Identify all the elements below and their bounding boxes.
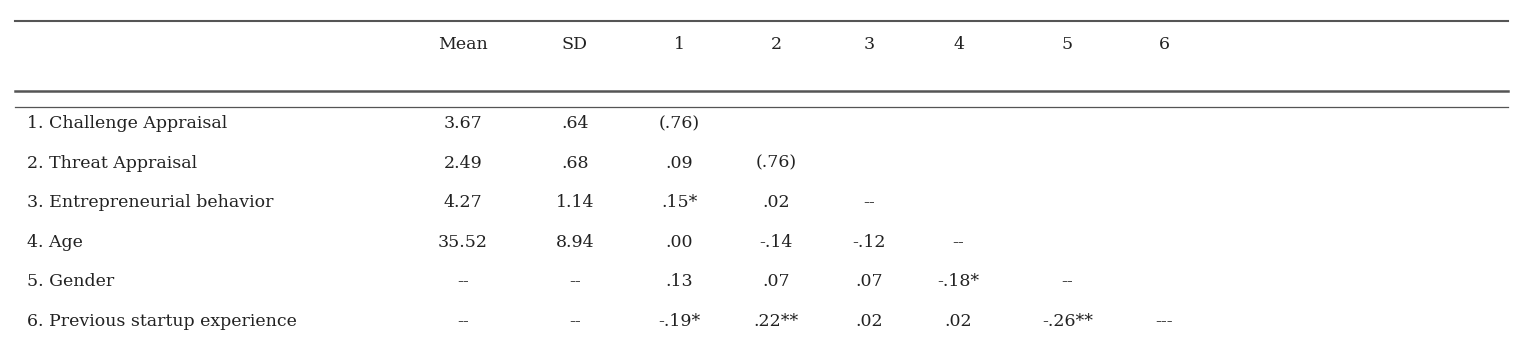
Text: 3: 3 (864, 36, 874, 53)
Text: 5: 5 (1062, 36, 1074, 53)
Text: Mean: Mean (439, 36, 487, 53)
Text: .02: .02 (944, 313, 972, 330)
Text: (.76): (.76) (659, 115, 701, 132)
Text: --: -- (457, 273, 469, 290)
Text: .64: .64 (560, 115, 589, 132)
Text: 2: 2 (771, 36, 781, 53)
Text: --: -- (457, 313, 469, 330)
Text: --: -- (953, 234, 964, 251)
Text: 2. Threat Appraisal: 2. Threat Appraisal (27, 155, 198, 172)
Text: .15*: .15* (661, 194, 698, 211)
Text: SD: SD (562, 36, 588, 53)
Text: 3. Entrepreneurial behavior: 3. Entrepreneurial behavior (27, 194, 274, 211)
Text: -.12: -.12 (853, 234, 886, 251)
Text: 4.27: 4.27 (443, 194, 483, 211)
Text: 3.67: 3.67 (443, 115, 483, 132)
Text: 5. Gender: 5. Gender (27, 273, 114, 290)
Text: -.18*: -.18* (938, 273, 979, 290)
Text: .02: .02 (763, 194, 790, 211)
Text: 2.49: 2.49 (443, 155, 483, 172)
Text: -.19*: -.19* (658, 313, 701, 330)
Text: 1.14: 1.14 (556, 194, 594, 211)
Text: 6: 6 (1159, 36, 1170, 53)
Text: .07: .07 (854, 273, 883, 290)
Text: 6. Previous startup experience: 6. Previous startup experience (27, 313, 297, 330)
Text: 8.94: 8.94 (556, 234, 594, 251)
Text: .02: .02 (854, 313, 883, 330)
Text: .13: .13 (666, 273, 693, 290)
Text: --: -- (1062, 273, 1074, 290)
Text: --: -- (570, 273, 580, 290)
Text: 4. Age: 4. Age (27, 234, 84, 251)
Text: (.76): (.76) (755, 155, 797, 172)
Text: -.14: -.14 (760, 234, 793, 251)
Text: --: -- (864, 194, 874, 211)
Text: 1. Challenge Appraisal: 1. Challenge Appraisal (27, 115, 227, 132)
Text: .22**: .22** (754, 313, 800, 330)
Text: 1: 1 (673, 36, 685, 53)
Text: .00: .00 (666, 234, 693, 251)
Text: --: -- (570, 313, 580, 330)
Text: ---: --- (1156, 313, 1173, 330)
Text: 35.52: 35.52 (439, 234, 487, 251)
Text: 4: 4 (953, 36, 964, 53)
Text: .68: .68 (560, 155, 589, 172)
Text: .07: .07 (763, 273, 790, 290)
Text: .09: .09 (666, 155, 693, 172)
Text: -.26**: -.26** (1042, 313, 1094, 330)
